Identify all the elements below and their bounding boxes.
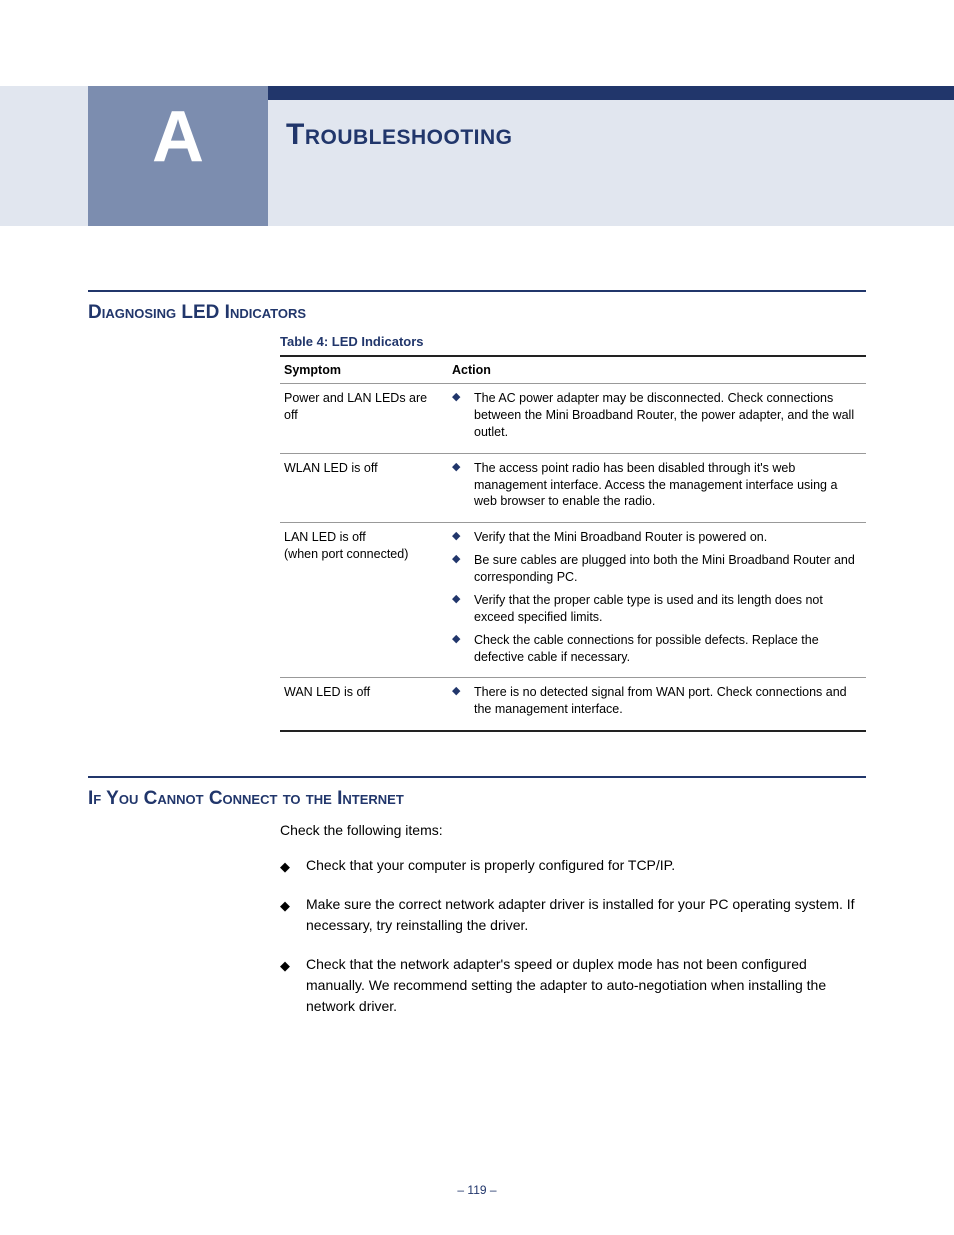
list-item: Check that your computer is properly con…	[280, 855, 866, 876]
action-item: The AC power adapter may be disconnected…	[452, 390, 862, 441]
symptom-cell: LAN LED is off (when port connected)	[280, 523, 448, 678]
action-cell: There is no detected signal from WAN por…	[448, 678, 866, 731]
table-row: WAN LED is off There is no detected sign…	[280, 678, 866, 731]
section-cannot-connect: If You Cannot Connect to the Internet Ch…	[88, 776, 866, 1017]
led-indicators-table: Symptom Action Power and LAN LEDs are of…	[280, 355, 866, 732]
action-cell: The access point radio has been disabled…	[448, 453, 866, 523]
chapter-title: Troubleshooting	[286, 118, 513, 152]
page-number: – 119 –	[0, 1183, 954, 1197]
table-header-row: Symptom Action	[280, 356, 866, 384]
table-caption: Table 4: LED Indicators	[280, 334, 866, 349]
section-rule	[88, 290, 866, 292]
table-row: LAN LED is off (when port connected) Ver…	[280, 523, 866, 678]
check-items-list: Check that your computer is properly con…	[280, 855, 866, 1017]
section-heading-cannot-connect: If You Cannot Connect to the Internet	[88, 788, 866, 810]
intro-text: Check the following items:	[280, 820, 866, 841]
appendix-letter: A	[88, 96, 268, 178]
action-item: There is no detected signal from WAN por…	[452, 684, 862, 718]
col-action: Action	[448, 356, 866, 384]
action-cell: The AC power adapter may be disconnected…	[448, 384, 866, 454]
action-cell: Verify that the Mini Broadband Router is…	[448, 523, 866, 678]
table-row: Power and LAN LEDs are off The AC power …	[280, 384, 866, 454]
page-content: Diagnosing LED Indicators Table 4: LED I…	[88, 290, 866, 1035]
table-row: WLAN LED is off The access point radio h…	[280, 453, 866, 523]
symptom-cell: Power and LAN LEDs are off	[280, 384, 448, 454]
action-item: Be sure cables are plugged into both the…	[452, 552, 862, 586]
list-item: Check that the network adapter's speed o…	[280, 954, 866, 1017]
action-item: The access point radio has been disabled…	[452, 460, 862, 511]
section-heading-diagnosing: Diagnosing LED Indicators	[88, 302, 866, 324]
symptom-cell: WAN LED is off	[280, 678, 448, 731]
action-item: Verify that the proper cable type is use…	[452, 592, 862, 626]
header-band-bar	[268, 86, 954, 100]
section-rule	[88, 776, 866, 778]
col-symptom: Symptom	[280, 356, 448, 384]
action-item: Check the cable connections for possible…	[452, 632, 862, 666]
list-item: Make sure the correct network adapter dr…	[280, 894, 866, 936]
symptom-cell: WLAN LED is off	[280, 453, 448, 523]
action-item: Verify that the Mini Broadband Router is…	[452, 529, 862, 546]
